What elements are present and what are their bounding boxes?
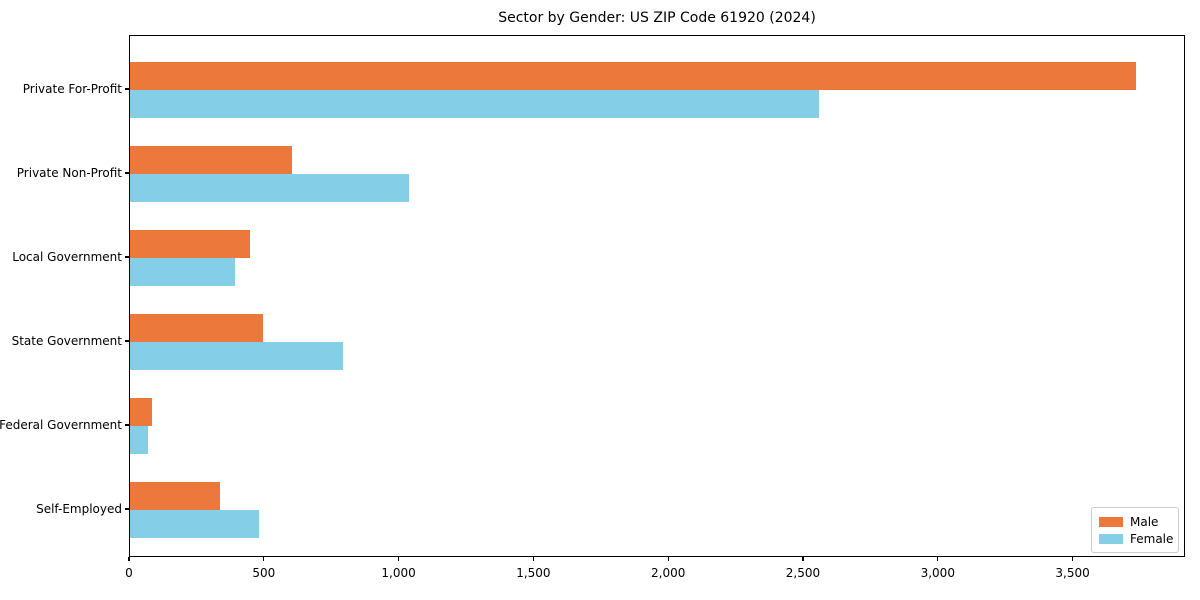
bar-male-private-non-profit	[130, 146, 292, 174]
ytick-label-federal-government: Federal Government	[0, 418, 122, 432]
xtick-label-3-000: 3,000	[920, 566, 955, 580]
ytick-mark-self-employed	[125, 508, 129, 510]
ytick-label-state-government: State Government	[11, 334, 122, 348]
xtick-mark-2-500	[802, 557, 804, 561]
xtick-mark-1-000	[397, 557, 400, 561]
bar-male-state-government	[130, 314, 264, 342]
legend-entry-male: Male	[1099, 513, 1170, 530]
plot-area	[129, 35, 1185, 557]
bar-male-local-government	[130, 230, 250, 258]
ytick-label-local-government: Local Government	[12, 250, 122, 264]
legend-swatch-female	[1099, 533, 1123, 544]
ytick-mark-private-non-profit	[125, 172, 129, 174]
bar-male-self-employed	[130, 482, 221, 510]
ytick-label-private-non-profit: Private Non-Profit	[16, 166, 122, 180]
legend-label-male: Male	[1130, 514, 1159, 529]
legend-label-female: Female	[1130, 531, 1174, 546]
xtick-mark-1-500	[532, 557, 534, 561]
xtick-label-3-500: 3,500	[1055, 566, 1090, 580]
xtick-mark-3-000	[937, 557, 939, 561]
xtick-label-1-000: 1,000	[381, 566, 416, 580]
xtick-mark-500	[263, 557, 265, 561]
bar-female-local-government	[130, 258, 236, 286]
xtick-label-1-500: 1,500	[516, 566, 551, 580]
ytick-label-self-employed: Self-Employed	[36, 502, 122, 516]
bar-female-private-non-profit	[130, 174, 409, 202]
xtick-label-2-000: 2,000	[651, 566, 686, 580]
ytick-mark-state-government	[125, 340, 129, 342]
ytick-mark-local-government	[125, 256, 129, 258]
xtick-label-0: 0	[125, 566, 133, 580]
xtick-mark-0	[128, 557, 130, 561]
legend: Male Female	[1091, 507, 1179, 553]
legend-entry-female: Female	[1099, 530, 1174, 547]
bar-female-federal-government	[130, 426, 148, 454]
ytick-label-private-for-profit: Private For-Profit	[22, 82, 122, 96]
ytick-mark-private-for-profit	[125, 88, 129, 90]
bar-female-private-for-profit	[130, 90, 819, 118]
bar-male-federal-government	[130, 398, 152, 426]
bar-male-private-for-profit	[130, 62, 1136, 90]
xtick-mark-2-000	[667, 557, 669, 561]
chart-title: Sector by Gender: US ZIP Code 61920 (202…	[498, 10, 816, 26]
xtick-label-2-500: 2,500	[785, 566, 821, 580]
bar-female-state-government	[130, 342, 343, 370]
ytick-mark-federal-government	[125, 424, 129, 426]
bar-female-self-employed	[130, 510, 260, 538]
xtick-label-500: 500	[252, 566, 276, 580]
xtick-mark-3-500	[1071, 557, 1074, 561]
legend-swatch-male	[1099, 516, 1123, 527]
